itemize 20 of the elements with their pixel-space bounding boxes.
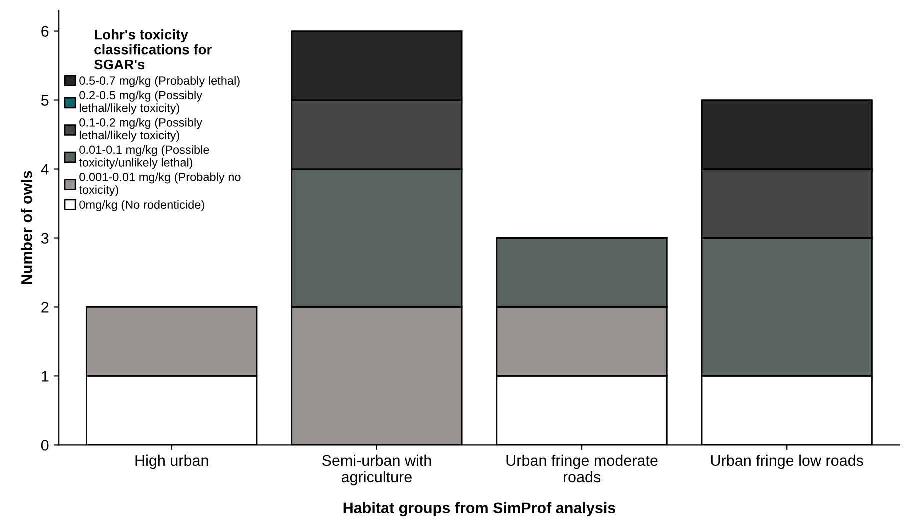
y-tick-label: 0 [41,440,49,451]
x-tick-label: Urban fringe low roads [711,454,864,470]
y-tick-label: 1 [42,371,49,382]
legend-title: Lohr's toxicity classifications for SGAR's [94,30,212,70]
x-tick-label: Urban fringe moderate roads [506,454,658,483]
x-tick-label: Semi-urban with agriculture [322,454,432,486]
y-axis-title: Number of owls [21,171,32,284]
x-tick-label: High urban [136,454,208,470]
y-tick-label: 5 [41,95,49,106]
y-tick-label: 6 [42,26,49,37]
y-tick-label: 4 [41,164,49,175]
legend-label: 0.001-0.01 mg/kg (Probably no toxicity) [79,172,241,196]
x-axis-title: Habitat groups from SimProf analysis [344,502,616,517]
legend-label: 0.2-0.5 mg/kg (Possibly lethal/likely toxicity) [80,90,202,115]
legend-label: 0mg/kg (No rodenticide) [80,200,204,212]
legend-label: 0.01-0.1 mg/kg (Possible toxicity/unlikely lethal) [79,145,210,170]
legend-label: 0.5-0.7 mg/kg (Probably lethal) [80,76,240,88]
legend-label: 0.1-0.2 mg/kg (Possibly lethal/likely toxicity) [80,118,202,142]
y-tick-label: 2 [42,302,49,313]
y-tick-label: 3 [41,233,49,244]
